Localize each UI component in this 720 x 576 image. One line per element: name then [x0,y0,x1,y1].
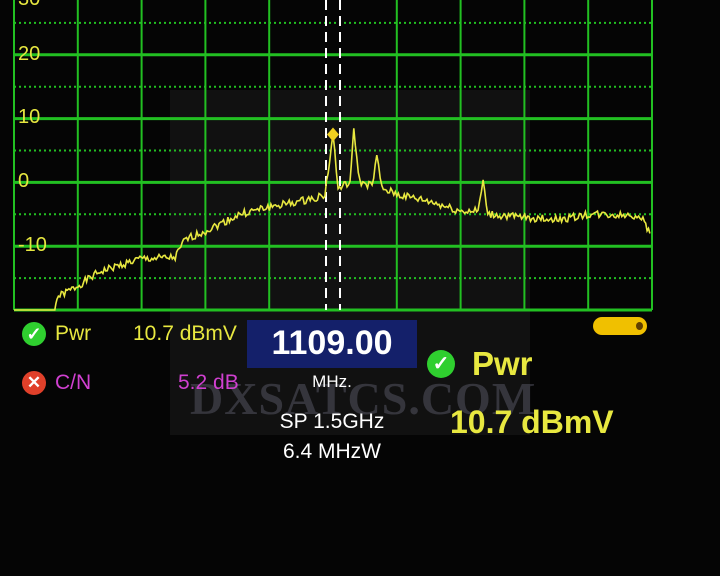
span-value: SP 1.5GHz [279,410,385,433]
center-frequency-box[interactable]: 1109.00 [247,320,417,368]
frequency-unit: MHz. [312,372,352,391]
bandwidth-value: 6.4 MHzW [282,440,381,463]
cn-label: C/N [55,371,92,394]
y-tick-label: -10 [18,234,47,256]
marker-diamond [327,127,339,142]
center-frequency: 1109.00 [271,324,393,362]
y-tick-label: 30 [18,0,40,11]
big-pwr-value: 10.7 dBmV [450,404,614,440]
check-icon: ✓ [427,350,455,378]
x-icon: ✕ [22,371,46,395]
watermark: DXSATCS.COM [190,373,537,424]
pwr-label: Pwr [55,322,92,345]
y-tick-label: 10 [18,106,41,128]
battery-icon [593,317,647,335]
y-tick-label: 20 [18,43,41,65]
check-icon: ✓ [22,322,46,346]
watermark-backdrop [170,90,530,435]
pwr-value: 10.7 dBmV [133,322,237,345]
big-pwr-label: Pwr [472,345,533,382]
y-tick-label: 0 [18,170,30,192]
cn-value: 5.2 dB [178,371,239,394]
spectrum-trace [14,128,651,311]
spectrum-plot [13,0,653,312]
